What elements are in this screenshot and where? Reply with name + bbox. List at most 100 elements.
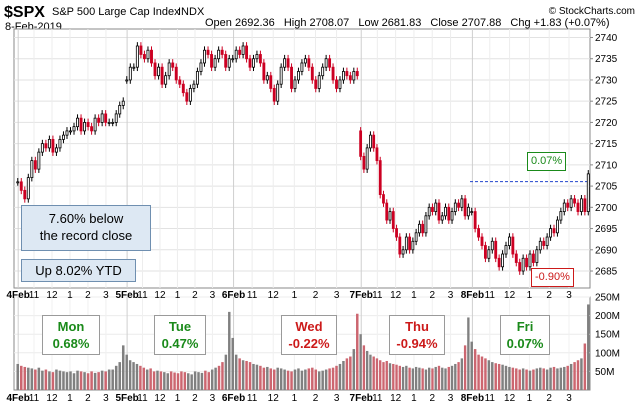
- candle-body: [231, 58, 235, 61]
- volume-bar: [132, 362, 135, 390]
- volume-bar: [504, 365, 508, 390]
- volume-bar: [23, 366, 27, 390]
- candle-body: [272, 88, 276, 102]
- volume-bar: [55, 369, 58, 390]
- volume-bar: [173, 372, 176, 390]
- candle-body: [404, 236, 408, 251]
- price-x-tick-label: 11: [372, 290, 383, 301]
- volume-x-tick-label: 6Feb: [222, 393, 245, 404]
- candle-body: [457, 202, 460, 208]
- candle-body: [185, 92, 189, 102]
- volume-x-tick-label: 2: [546, 393, 552, 404]
- volume-bar: [428, 367, 431, 390]
- price-x-tick-label: 4Feb: [7, 290, 30, 301]
- candle-body: [150, 49, 153, 64]
- candle-body: [362, 155, 366, 170]
- volume-bar: [460, 358, 464, 390]
- volume-bar: [34, 369, 37, 390]
- candle-body: [33, 160, 37, 170]
- volume-bar: [441, 367, 444, 390]
- candle-body: [303, 58, 307, 64]
- candle-body: [477, 228, 480, 238]
- volume-bar: [317, 371, 321, 390]
- volume-bar: [269, 368, 273, 390]
- candle-body: [69, 130, 72, 133]
- record-note: 7.60% below the record close: [21, 205, 151, 251]
- candle-body: [248, 58, 252, 68]
- volume-bar: [286, 370, 290, 390]
- volume-x-tick-label: 2: [313, 393, 319, 404]
- candle-body: [167, 62, 171, 77]
- ytd-note-text: Up 8.02% YTD: [35, 263, 122, 278]
- volume-bar: [224, 354, 228, 390]
- candle-body: [269, 75, 273, 89]
- price-x-tick-label: 12: [268, 290, 280, 301]
- candle-body: [586, 173, 590, 212]
- volume-bar: [266, 366, 269, 390]
- open-label: Open: [205, 17, 232, 29]
- volume-bar: [190, 374, 193, 390]
- candle-body: [125, 79, 129, 82]
- volume-bar: [183, 372, 187, 390]
- volume-bar: [272, 369, 276, 390]
- candle-body: [507, 236, 511, 246]
- volume-bar: [444, 368, 447, 390]
- candle-body: [227, 58, 231, 68]
- day-name-fri: Fri: [516, 319, 534, 334]
- volume-x-tick-label: 12: [154, 393, 166, 404]
- candle-body: [203, 49, 206, 64]
- candle-body: [525, 257, 528, 268]
- day-name-thu: Thu: [405, 319, 429, 334]
- chart-name: S&P 500 Large Cap Index: [52, 6, 180, 18]
- volume-bar: [27, 367, 30, 390]
- volume-bar: [338, 363, 342, 390]
- volume-bar: [93, 372, 97, 390]
- candle-body: [398, 236, 402, 255]
- chart-exchange: INDX: [178, 6, 205, 18]
- volume-bar: [362, 345, 366, 390]
- volume-bar: [234, 354, 238, 390]
- ytd-note: Up 8.02% YTD: [21, 259, 136, 282]
- volume-bar: [583, 343, 587, 390]
- candle-body: [417, 223, 421, 234]
- candle-body: [504, 245, 508, 255]
- close-label: Close: [430, 17, 458, 29]
- candle-body: [463, 198, 467, 217]
- candle-body: [252, 58, 255, 68]
- price-x-tick-label: 1: [411, 290, 417, 301]
- volume-bar: [259, 365, 262, 390]
- candle-body: [192, 83, 196, 89]
- volume-bar: [221, 362, 224, 390]
- volume-bar: [262, 367, 266, 390]
- volume-bar: [238, 358, 241, 390]
- candle-body: [483, 245, 487, 259]
- volume-bar: [450, 365, 454, 390]
- volume-bar: [283, 369, 286, 390]
- volume-x-tick-label: 3: [448, 393, 454, 404]
- candle-body: [26, 177, 30, 200]
- day-pct-wed: -0.22%: [288, 336, 330, 351]
- candle-body: [352, 71, 356, 81]
- candle-body: [395, 228, 398, 238]
- volume-bar: [245, 360, 248, 390]
- candle-body: [118, 105, 122, 115]
- volume-bar: [477, 354, 480, 390]
- candle-body: [44, 143, 48, 149]
- candle-body: [401, 249, 405, 255]
- volume-bar: [528, 370, 532, 390]
- price-tick-label: 2690: [595, 245, 618, 256]
- price-x-tick-label: 3: [334, 290, 340, 301]
- volume-x-tick-label: 1: [67, 393, 73, 404]
- candle-body: [51, 138, 55, 153]
- candle-body: [86, 122, 90, 128]
- candle-body: [107, 122, 111, 124]
- candle-body: [566, 202, 570, 208]
- volume-bar: [349, 356, 352, 390]
- volume-bar: [48, 371, 51, 390]
- volume-bar: [369, 354, 372, 390]
- candle-body: [421, 223, 425, 234]
- candle-body: [164, 75, 168, 85]
- day-box-tue: Tue 0.47%: [154, 315, 206, 355]
- candle-body: [245, 45, 249, 60]
- chg-label: Chg: [510, 17, 530, 29]
